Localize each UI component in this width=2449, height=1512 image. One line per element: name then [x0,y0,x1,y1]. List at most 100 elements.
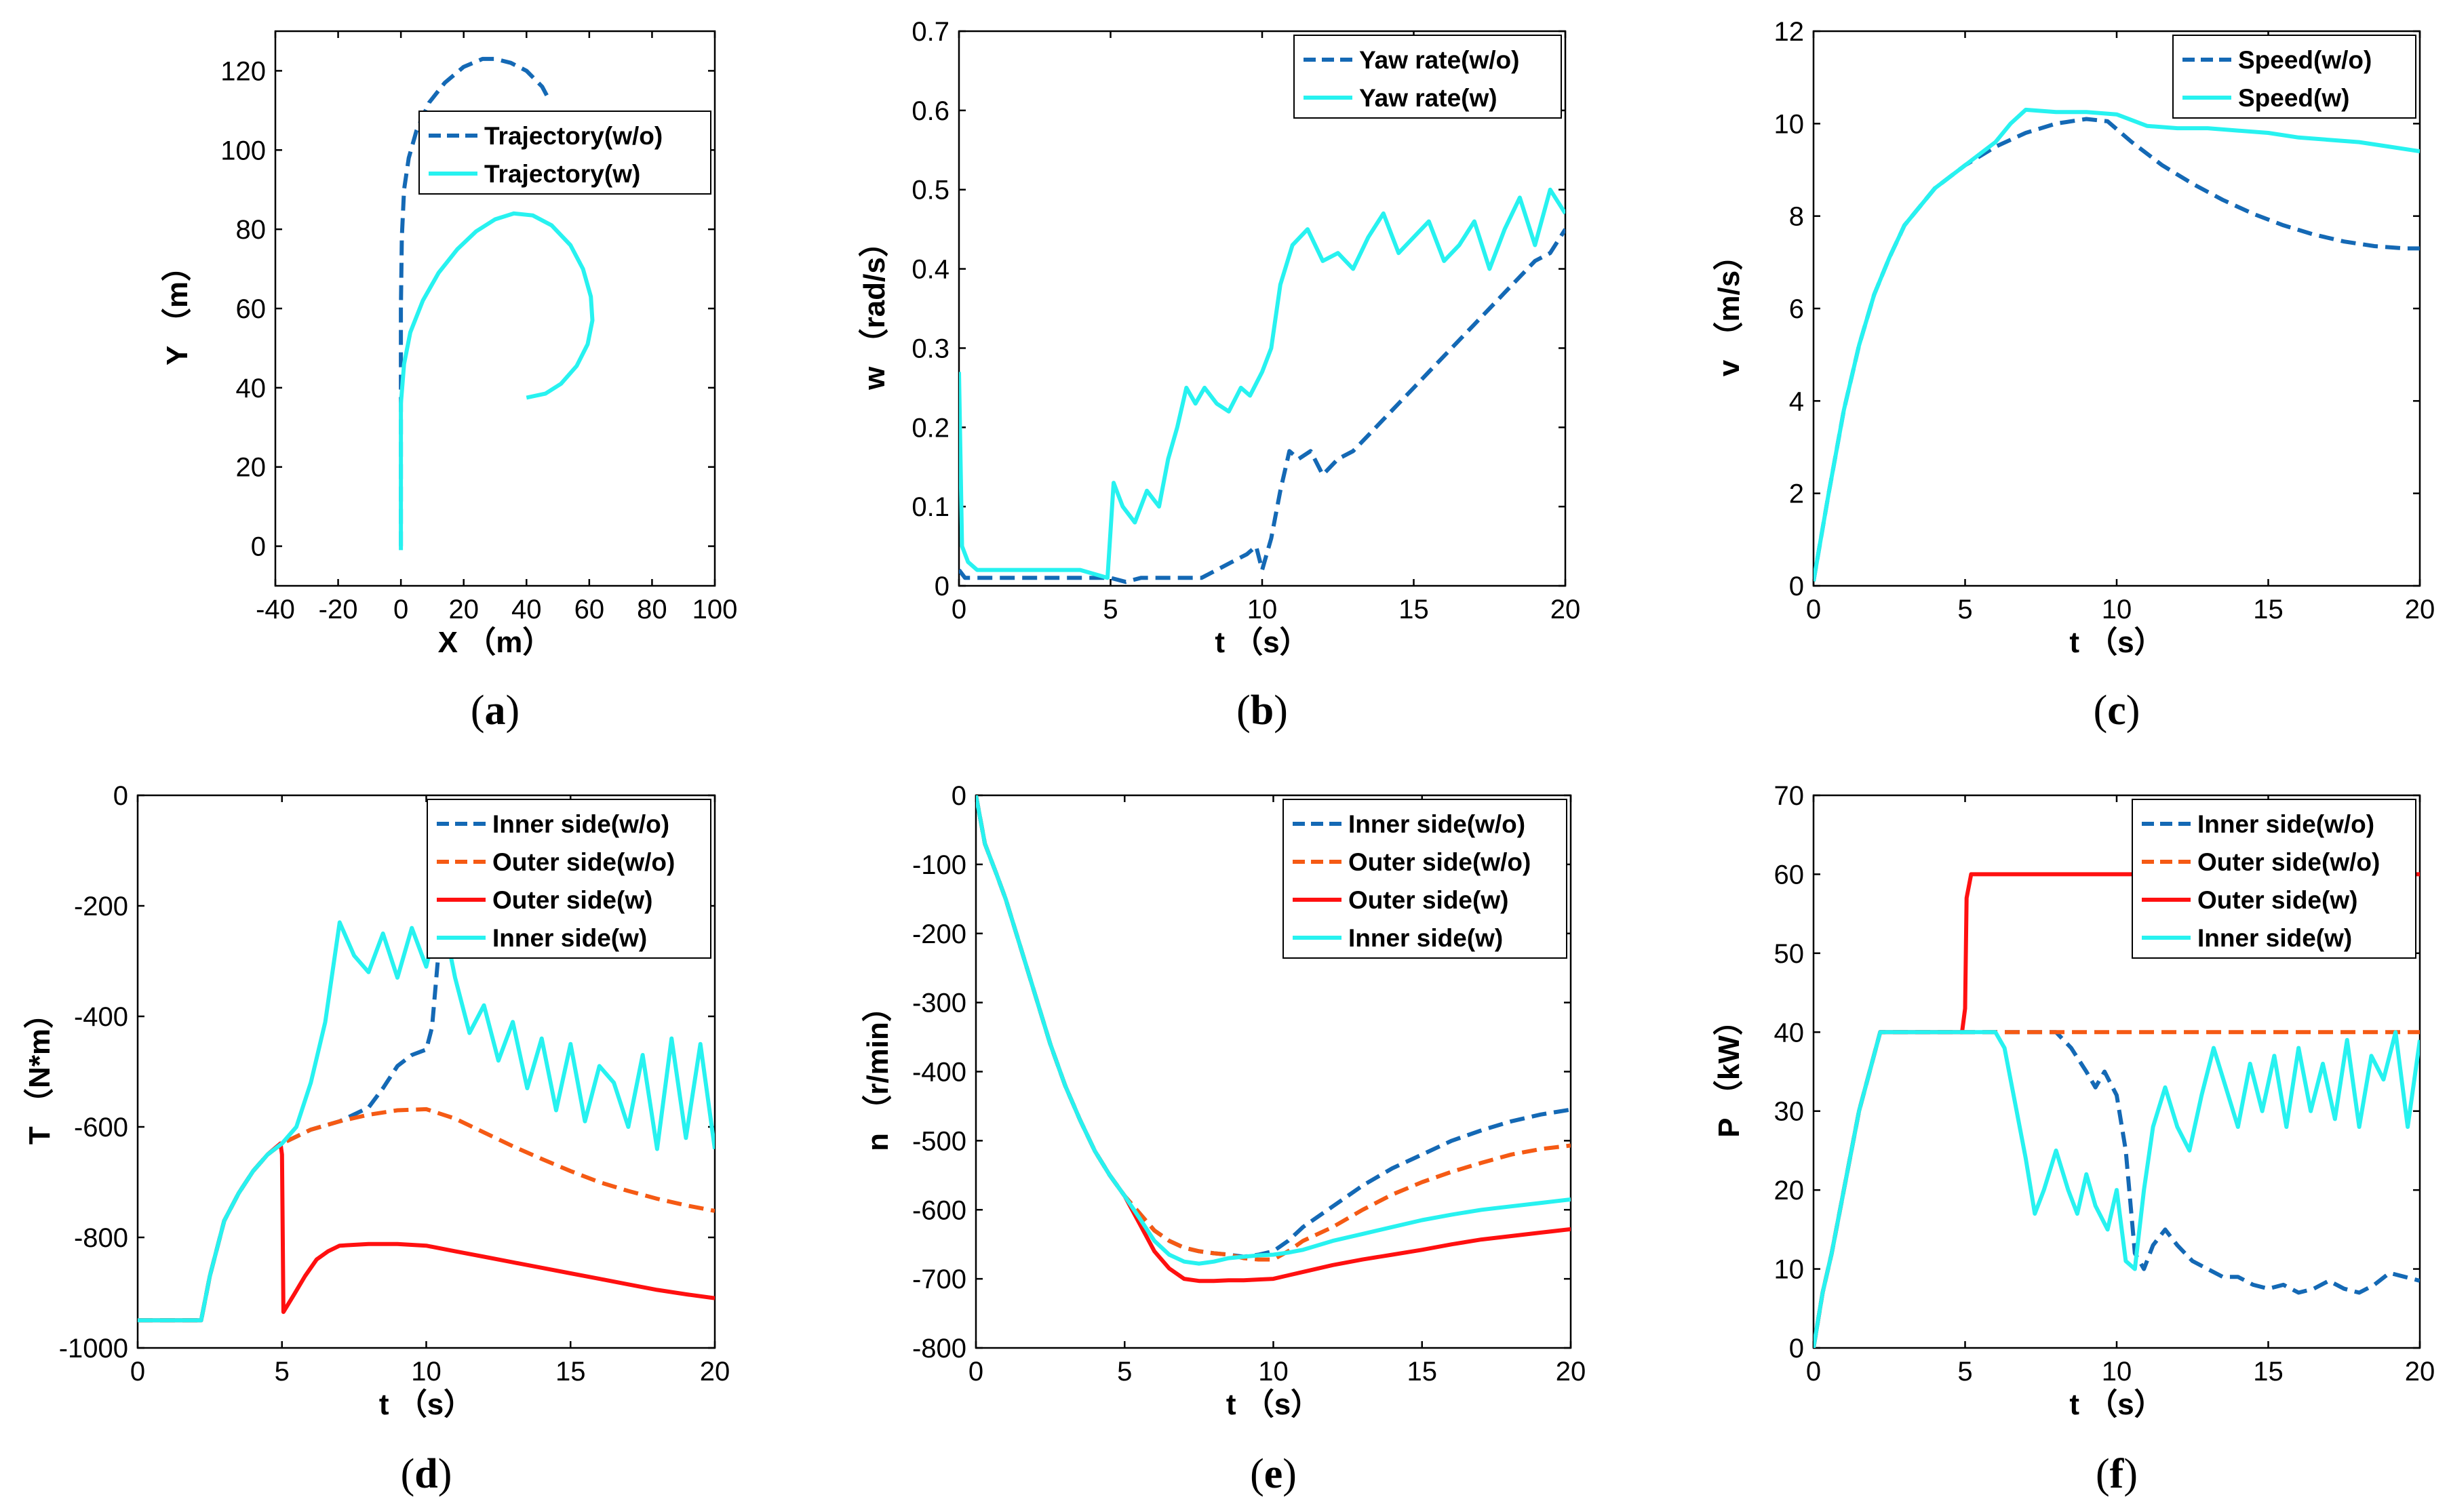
y-tick-label: 0 [952,781,966,811]
caption-close-paren: ) [1274,688,1288,734]
y-tick-label: -700 [912,1265,966,1294]
y-tick-label: -100 [912,850,966,880]
y-axis-label: T （N*m） [23,999,56,1145]
series-line-speed-w- [1814,107,2420,582]
legend: Inner side(w/o) Outer side(w/o) Outer side… [427,799,711,959]
caption-close-paren: ) [1282,1451,1297,1497]
legend-label: Yaw rate(w/o) [1359,46,1519,74]
caption-close-paren: ) [506,688,520,734]
x-tick-label: 5 [1103,595,1118,624]
panel-caption: (e) [1250,1451,1297,1497]
y-tick-label: -500 [912,1126,966,1156]
legend: Inner side(w/o) Outer side(w/o) Outer side… [1282,799,1567,959]
y-axis-label: n （r/min） [861,992,895,1151]
legend-label: Speed(w/o) [2238,46,2372,74]
panel-caption: (d) [401,1451,452,1497]
panel-caption: (f) [2096,1451,2138,1497]
x-tick-label: 15 [2253,1357,2284,1387]
y-tick-label: -400 [912,1058,966,1088]
legend-label: Trajectory(w/o) [484,122,663,150]
x-tick-label: 5 [275,1357,290,1387]
series-line-trajectory-w- [399,211,595,551]
y-tick-label: 0.7 [912,17,949,47]
legend-label: Speed(w) [2238,84,2349,112]
x-tick-label: 0 [952,595,966,624]
y-axis-label: w （rad/s） [858,227,891,391]
y-tick-label: -400 [74,1002,128,1032]
x-axis-label: t （s） [379,1388,473,1421]
caption-letter: d [414,1451,437,1497]
legend-label: Outer side(w) [1348,886,1508,914]
y-tick-label: 0.1 [912,492,949,522]
y-tick-label: -800 [74,1223,128,1253]
x-tick-label: 20 [1550,595,1581,624]
caption-open-paren: ( [2096,1451,2110,1497]
y-tick-label: -600 [74,1113,128,1142]
legend-label: Outer side(w) [2197,886,2357,914]
x-tick-label: 5 [1957,595,1972,624]
plot-frame-b [958,30,1567,587]
legend-box [418,111,711,195]
y-axis-label: Y （m） [161,252,194,365]
legend-label: Outer side(w/o) [1348,848,1531,876]
y-tick-label: 0.6 [912,96,949,126]
panel-d: 0 5 10 15 20 -1000 -800 -600 -400 -200 0 t （s） T （N*… [23,781,730,1497]
series-group [399,56,595,551]
caption-letter: c [2107,688,2126,734]
x-tick-label: 20 [448,595,479,624]
caption-close-paren: ) [2123,1451,2138,1497]
x-tick-label: 10 [411,1357,442,1387]
y-tick-label: 80 [236,215,267,245]
caption-letter: e [1264,1451,1283,1497]
x-tick-label: 80 [637,595,667,624]
y-tick-label: 30 [1774,1097,1805,1127]
x-tick-label: 5 [1957,1357,1972,1387]
x-tick-label: -40 [256,595,295,624]
x-axis-label: t （s） [2069,1388,2163,1421]
y-tick-label: 10 [1774,1255,1805,1285]
y-tick-label: -1000 [59,1334,128,1364]
x-tick-label: 15 [1407,1357,1438,1387]
y-tick-label: 120 [220,56,266,86]
x-tick-label: 5 [1117,1357,1132,1387]
panel-caption: (a) [471,688,520,734]
y-tick-label: 0.5 [912,176,949,205]
y-tick-label: 0 [1789,1334,1804,1364]
y-tick-label: -600 [912,1195,966,1225]
x-tick-label: 20 [2405,595,2435,624]
series-line-trajectory-w-o- [399,56,551,546]
y-tick-label: 0.3 [912,334,949,363]
caption-open-paren: ( [471,688,485,734]
y-tick-label: 0 [251,532,266,562]
x-tick-label: 20 [1556,1357,1586,1387]
legend-box [1293,35,1562,119]
y-tick-label: 20 [1774,1176,1805,1206]
y-tick-label: 50 [1774,939,1805,969]
series-line-inner-side-w- [976,795,1571,1266]
y-tick-label: 0 [113,781,128,811]
x-tick-label: 0 [1806,1357,1821,1387]
y-tick-label: -200 [74,892,128,921]
panel-caption: (b) [1236,688,1288,734]
legend-label: Inner side(w/o) [492,810,669,838]
panel-a: -40 -20 0 20 40 60 80 100 0 20 40 60 80 100 120 X （m） Y … [161,30,737,734]
series-group [1814,107,2420,582]
x-tick-label: 0 [968,1357,983,1387]
y-tick-label: -200 [912,919,966,949]
x-tick-label: 10 [2102,1357,2132,1387]
legend: Yaw rate(w/o) Yaw rate(w) [1293,35,1562,119]
legend-label: Inner side(w) [492,924,647,952]
y-axis-label: v （m/s） [1712,241,1746,377]
caption-open-paren: ( [1236,688,1251,734]
y-tick-label: 20 [236,453,267,483]
caption-open-paren: ( [401,1451,415,1497]
caption-close-paren: ) [2126,688,2140,734]
y-tick-label: 60 [1774,860,1805,890]
x-tick-label: 0 [1806,595,1821,624]
y-tick-label: 40 [236,374,267,403]
x-tick-label: 10 [1247,595,1278,624]
series-group [1814,872,2420,1348]
y-tick-label: 70 [1774,781,1805,811]
